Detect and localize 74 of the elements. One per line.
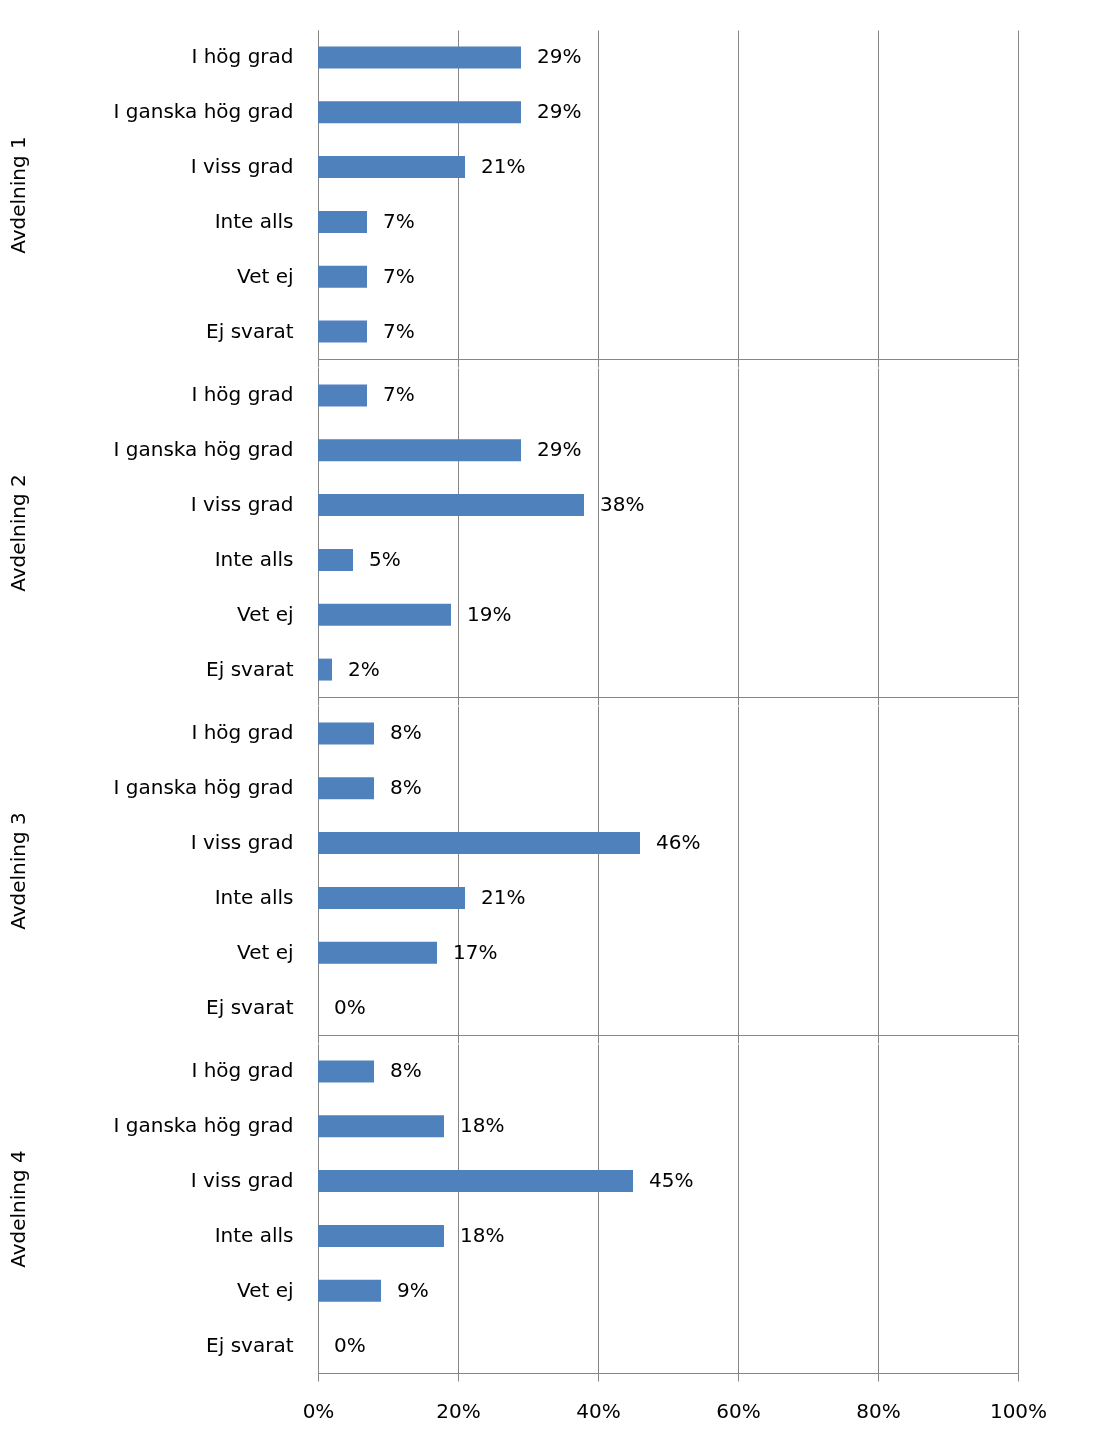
bar bbox=[318, 777, 374, 800]
y-tick-label: Ej svarat bbox=[206, 656, 294, 681]
data-label: 9% bbox=[397, 1277, 429, 1302]
bar bbox=[318, 548, 353, 571]
y-tick-label: I ganska hög grad bbox=[113, 1113, 294, 1138]
data-label: 18% bbox=[460, 1113, 505, 1138]
data-label: 7% bbox=[383, 382, 415, 407]
data-label: 21% bbox=[481, 884, 526, 909]
bar bbox=[318, 1060, 374, 1083]
data-label: 21% bbox=[481, 154, 526, 179]
y-tick-label: I viss grad bbox=[190, 492, 294, 517]
y-tick-label: Vet ej bbox=[237, 1277, 294, 1302]
bar bbox=[318, 658, 332, 681]
bar bbox=[318, 1170, 633, 1193]
data-label: 0% bbox=[334, 994, 366, 1019]
data-label: 29% bbox=[537, 437, 582, 462]
y-tick-label: I hög grad bbox=[191, 382, 294, 407]
y-tick-label: I hög grad bbox=[191, 1058, 294, 1083]
y-axis-title: Avdelning 4 bbox=[5, 1150, 30, 1268]
data-label: 7% bbox=[383, 318, 415, 343]
y-tick-label: Inte alls bbox=[214, 546, 294, 571]
data-label: 19% bbox=[467, 601, 512, 626]
y-tick-label: Inte alls bbox=[214, 1222, 294, 1247]
y-tick-label: Inte alls bbox=[214, 208, 294, 233]
bar bbox=[318, 886, 465, 909]
bar bbox=[318, 603, 451, 626]
y-tick-label: I ganska hög grad bbox=[113, 775, 294, 800]
y-tick-label: I hög grad bbox=[191, 44, 294, 69]
bar bbox=[318, 941, 437, 964]
y-tick-label: I viss grad bbox=[190, 154, 294, 179]
data-label: 8% bbox=[390, 720, 422, 745]
y-tick-label: Vet ej bbox=[237, 939, 294, 964]
bar bbox=[318, 832, 640, 855]
x-tick-label: 20% bbox=[436, 1398, 481, 1423]
y-tick-label: I hög grad bbox=[191, 720, 294, 745]
y-tick-label: Ej svarat bbox=[206, 994, 294, 1019]
bar bbox=[318, 384, 367, 407]
y-axis-title: Avdelning 2 bbox=[5, 474, 30, 592]
y-tick-label: Ej svarat bbox=[206, 318, 294, 343]
data-label: 7% bbox=[383, 208, 415, 233]
y-tick-label: Vet ej bbox=[237, 601, 294, 626]
y-axis-title: Avdelning 3 bbox=[5, 812, 30, 930]
x-tick-label: 80% bbox=[856, 1398, 901, 1423]
y-tick-label: I viss grad bbox=[190, 1168, 294, 1193]
data-label: 5% bbox=[369, 546, 401, 571]
data-label: 46% bbox=[656, 830, 701, 855]
data-label: 18% bbox=[460, 1222, 505, 1247]
bar bbox=[318, 494, 584, 517]
y-tick-label: Vet ej bbox=[237, 263, 294, 288]
data-label: 17% bbox=[453, 939, 498, 964]
data-label: 8% bbox=[390, 1058, 422, 1083]
y-tick-label: Ej svarat bbox=[206, 1332, 294, 1357]
data-label: 38% bbox=[600, 492, 645, 517]
y-axis-title: Avdelning 1 bbox=[5, 136, 30, 254]
y-tick-label: I viss grad bbox=[190, 830, 294, 855]
data-label: 0% bbox=[334, 1332, 366, 1357]
data-label: 7% bbox=[383, 263, 415, 288]
x-tick-label: 0% bbox=[302, 1398, 335, 1423]
data-label: 45% bbox=[649, 1168, 694, 1193]
y-tick-label: I ganska hög grad bbox=[113, 99, 294, 124]
bar bbox=[318, 1224, 444, 1247]
y-tick-label: Inte alls bbox=[214, 884, 294, 909]
y-tick-label: I ganska hög grad bbox=[113, 437, 294, 462]
bar bbox=[318, 722, 374, 745]
data-label: 8% bbox=[390, 775, 422, 800]
bar bbox=[318, 439, 521, 462]
bar bbox=[318, 1279, 381, 1302]
bar bbox=[318, 1115, 444, 1138]
x-tick-label: 100% bbox=[989, 1398, 1048, 1423]
x-tick-label: 60% bbox=[716, 1398, 761, 1423]
data-label: 29% bbox=[537, 99, 582, 124]
x-tick-label: 40% bbox=[576, 1398, 621, 1423]
data-label: 29% bbox=[537, 44, 582, 69]
data-label: 2% bbox=[348, 656, 380, 681]
